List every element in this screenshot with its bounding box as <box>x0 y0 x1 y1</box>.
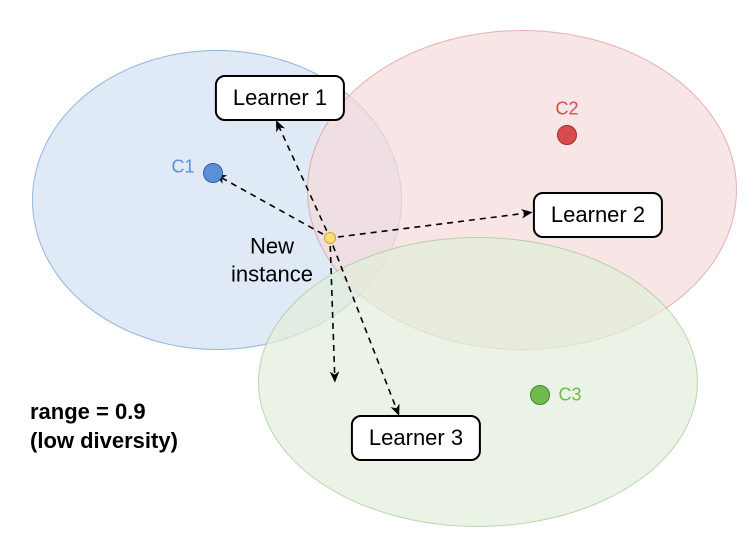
diagram-canvas: C1 C2 C3 New instance Learner 1 Learner … <box>0 0 753 535</box>
new-instance-dot <box>324 232 336 244</box>
learner-3-box: Learner 3 <box>351 415 481 461</box>
learner-1-box: Learner 1 <box>215 75 345 121</box>
centroid-c2-label: C2 <box>555 99 578 120</box>
new-instance-label-line2: instance <box>231 261 313 286</box>
caption-line2: (low diversity) <box>30 428 178 453</box>
cluster-ellipse-green <box>258 237 698 527</box>
new-instance-label: New instance <box>231 233 313 288</box>
learner-2-box: Learner 2 <box>533 192 663 238</box>
centroid-c3-label: C3 <box>558 385 581 406</box>
centroid-c2-dot <box>557 125 577 145</box>
new-instance-label-line1: New <box>250 234 294 259</box>
centroid-c1-dot <box>203 163 223 183</box>
diversity-caption: range = 0.9 (low diversity) <box>30 398 178 455</box>
centroid-c3-dot <box>530 385 550 405</box>
centroid-c1-label: C1 <box>171 157 194 178</box>
caption-line1: range = 0.9 <box>30 399 146 424</box>
